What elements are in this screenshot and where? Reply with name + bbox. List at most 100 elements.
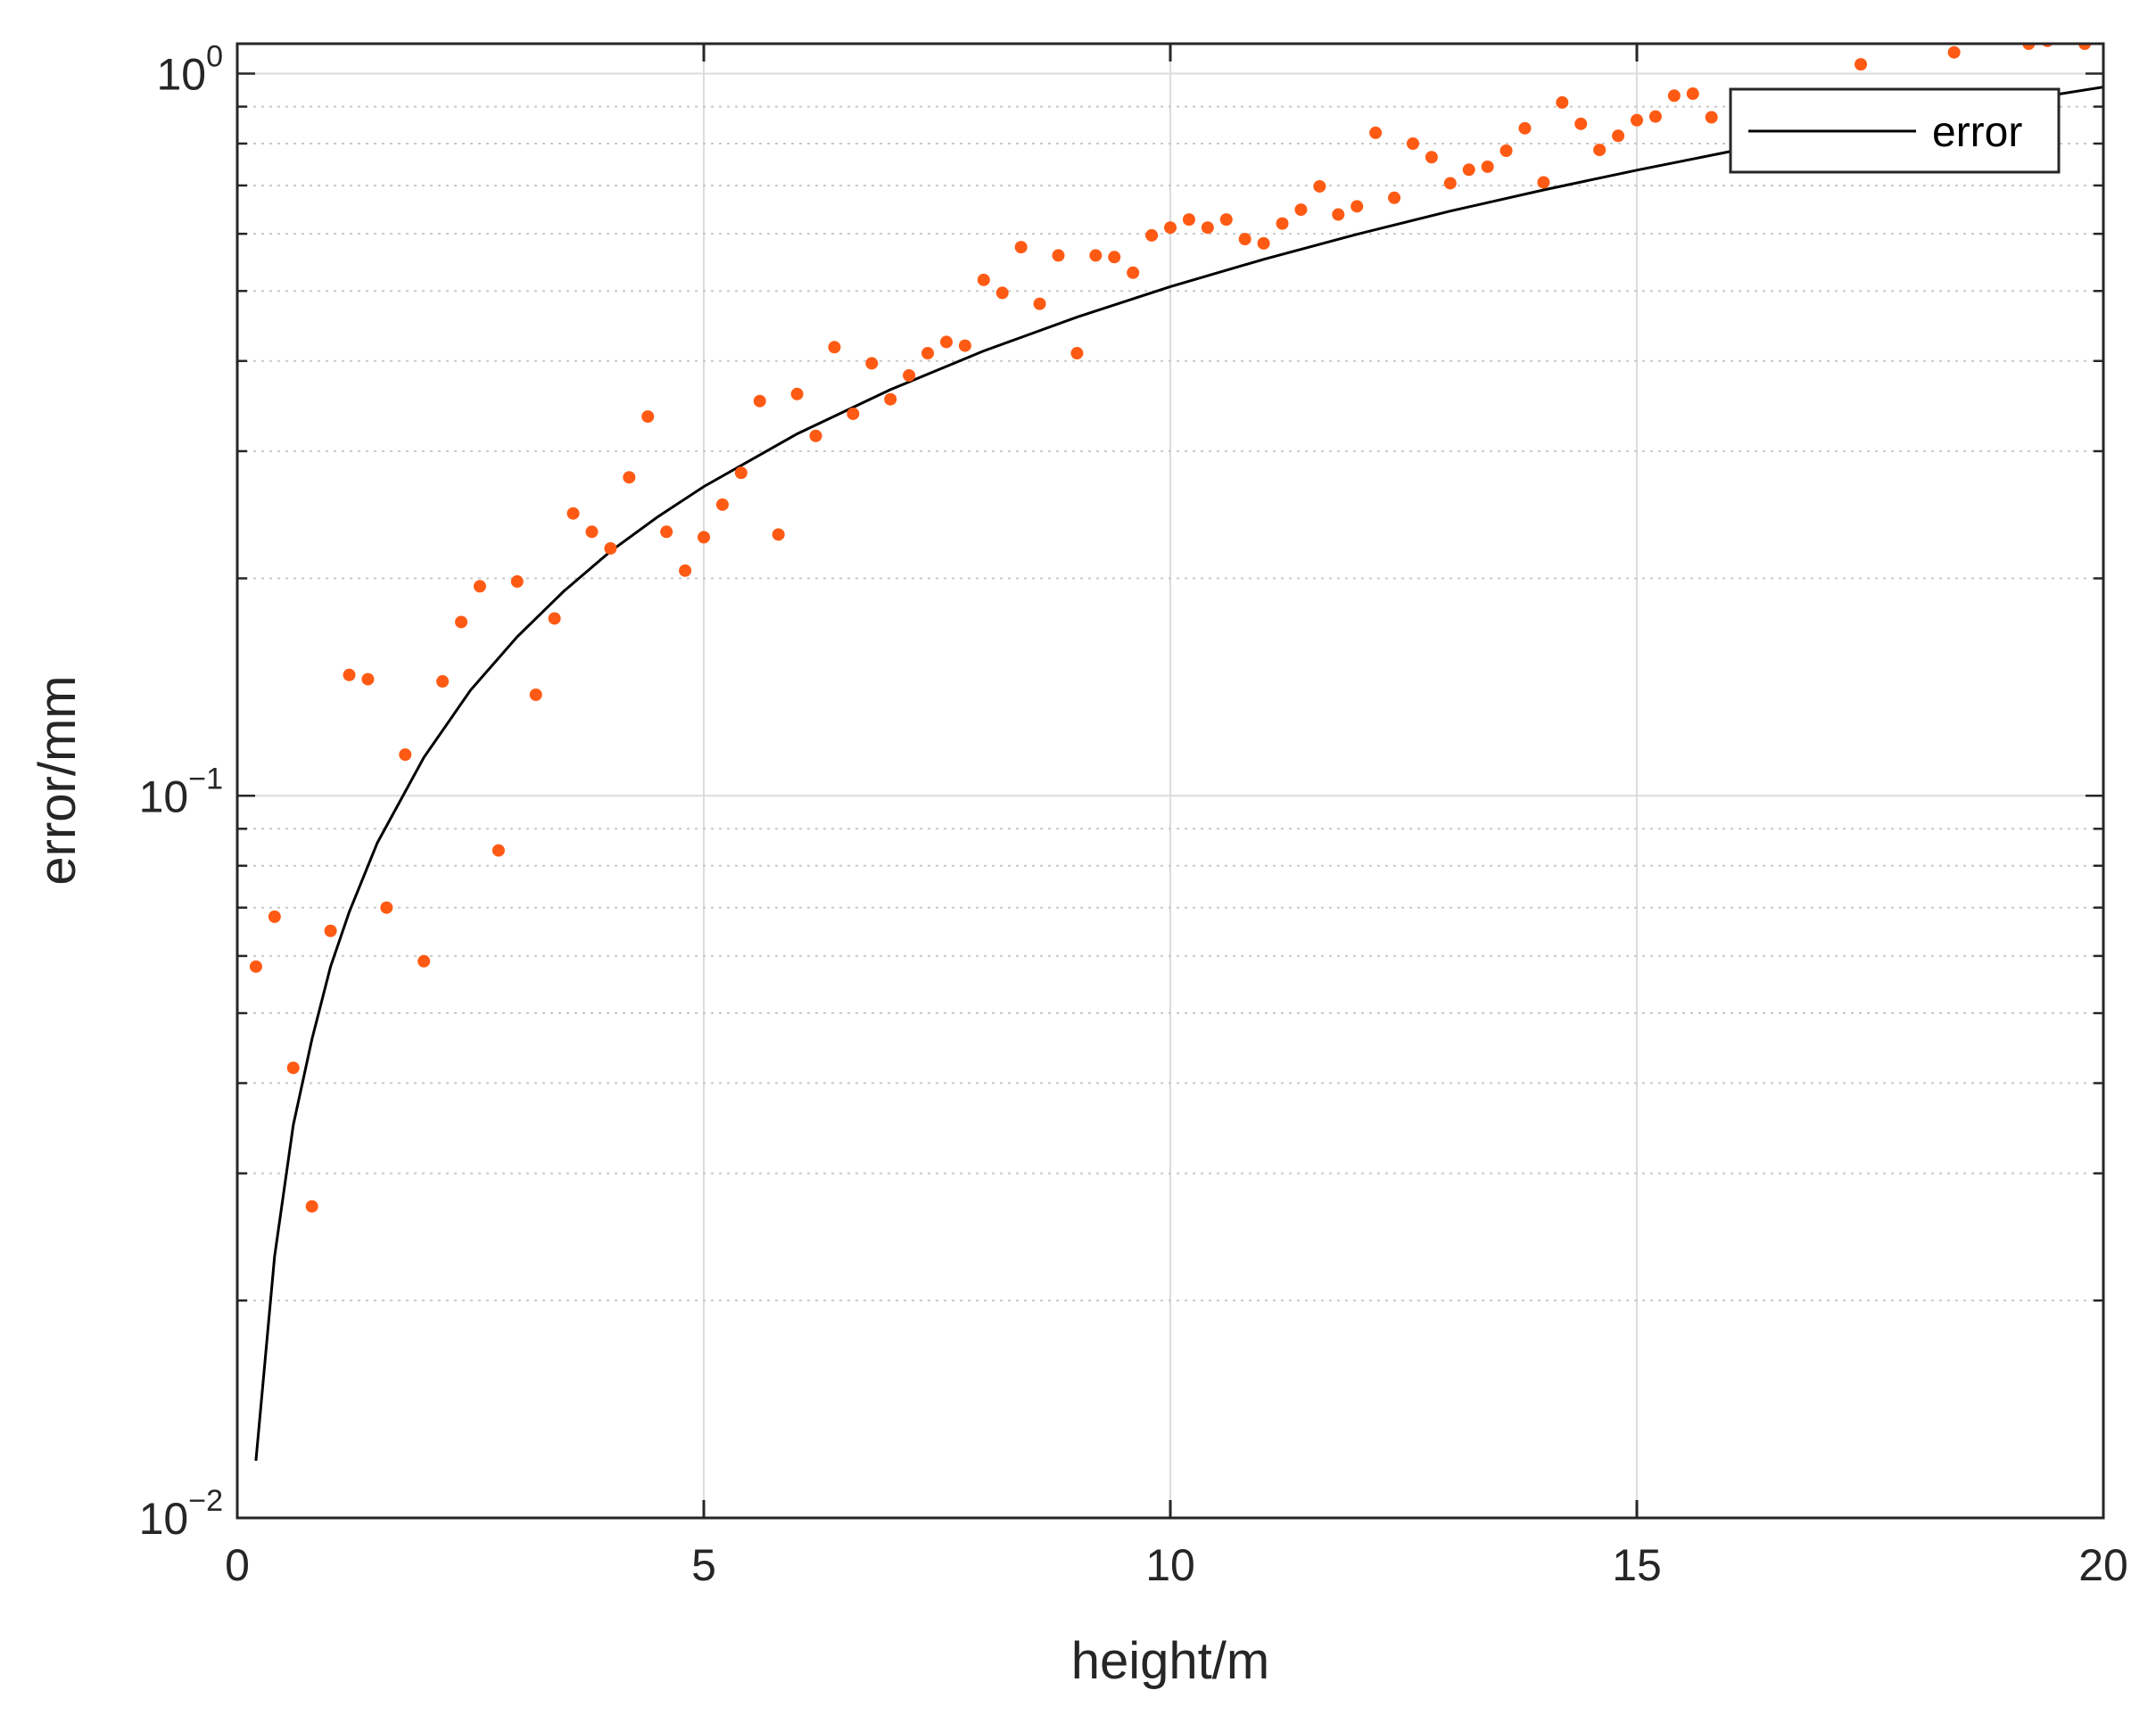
data-point (660, 525, 673, 539)
data-point (1294, 203, 1308, 217)
data-point (1238, 233, 1251, 246)
data-point (361, 672, 375, 686)
data-point (510, 575, 524, 589)
data-point (1481, 160, 1494, 173)
data-point (921, 347, 935, 360)
data-point (1705, 111, 1718, 124)
data-point (566, 507, 580, 520)
legend-label-error: error (1932, 109, 2022, 156)
x-tick-label: 5 (691, 1540, 716, 1590)
data-point (884, 392, 897, 406)
error-line (254, 86, 2103, 1462)
data-point (1667, 89, 1681, 103)
data-point (1388, 191, 1401, 204)
data-point (2022, 44, 2036, 50)
data-point (772, 528, 785, 541)
data-point (1201, 221, 1214, 235)
data-point (1369, 126, 1383, 139)
data-point (473, 580, 486, 593)
data-point (1425, 151, 1438, 164)
data-point (939, 335, 953, 349)
data-point (1648, 110, 1662, 123)
x-tick-label: 15 (1612, 1540, 1662, 1590)
data-point (641, 410, 655, 424)
data-point (399, 748, 412, 762)
data-point (1108, 251, 1121, 264)
x-tick-label: 10 (1145, 1540, 1195, 1590)
data-point (1593, 144, 1607, 157)
data-point (1052, 249, 1065, 262)
data-point (286, 1061, 300, 1075)
data-point (679, 564, 692, 577)
data-point (715, 498, 729, 511)
data-point (903, 368, 916, 382)
x-axis-title: height/m (1071, 1632, 1269, 1690)
data-point (809, 429, 822, 442)
data-point (1182, 213, 1195, 227)
data-point (1219, 213, 1233, 227)
data-point (268, 910, 281, 923)
data-point (436, 675, 450, 688)
tick-labels: 0 5 10 15 20 10−2 10−1 100 (139, 40, 2128, 1590)
data-point (698, 531, 710, 544)
ticks (235, 44, 2105, 1520)
data-point (753, 394, 766, 408)
data-point (1089, 249, 1103, 262)
data-point (1574, 117, 1588, 130)
data-point (1518, 121, 1532, 135)
data-point (1686, 87, 1699, 101)
x-tick-label: 20 (2078, 1540, 2128, 1590)
data-point (305, 1200, 318, 1213)
data-point (1127, 266, 1140, 279)
data-point (1164, 221, 1177, 235)
data-point (734, 466, 748, 480)
data-point (1443, 177, 1457, 190)
data-point (1257, 236, 1270, 250)
data-point (958, 339, 971, 352)
data-point (847, 407, 860, 420)
data-point (1854, 58, 1868, 71)
data-point (977, 273, 990, 286)
data-point (1612, 129, 1625, 143)
data-point (1070, 347, 1084, 360)
data-point (1631, 113, 1643, 127)
plot-area (249, 44, 2103, 1462)
data-point (492, 844, 505, 857)
data-point (604, 541, 617, 555)
data-point (529, 688, 542, 701)
y-tick-label: 10−2 (139, 1484, 223, 1544)
data-point (249, 960, 262, 973)
data-point (995, 286, 1009, 300)
x-tick-label: 0 (225, 1540, 250, 1590)
data-point (1313, 179, 1326, 193)
data-point (1406, 136, 1419, 150)
data-point (455, 615, 468, 629)
grid (237, 44, 2103, 1518)
data-point (828, 341, 841, 354)
data-point (1351, 200, 1364, 213)
data-point (324, 924, 337, 937)
data-point (1014, 241, 1028, 254)
y-tick-label: 10−1 (139, 762, 223, 821)
data-point (1332, 208, 1345, 221)
legend: error (1729, 87, 2061, 174)
y-axis-title: error/mm (29, 675, 87, 885)
data-point (1145, 228, 1159, 242)
data-point (1537, 176, 1550, 189)
data-point (2078, 44, 2092, 50)
data-point (1276, 217, 1289, 230)
data-point (1462, 163, 1475, 177)
data-point (1499, 144, 1513, 157)
data-point (1947, 45, 1961, 59)
data-point (417, 954, 431, 968)
data-point (865, 357, 879, 370)
data-point (548, 612, 561, 625)
data-point (343, 668, 356, 681)
data-point (1556, 95, 1569, 109)
data-point (623, 471, 636, 484)
data-point (380, 901, 393, 914)
data-point (1033, 297, 1046, 310)
y-tick-label: 100 (156, 40, 223, 100)
